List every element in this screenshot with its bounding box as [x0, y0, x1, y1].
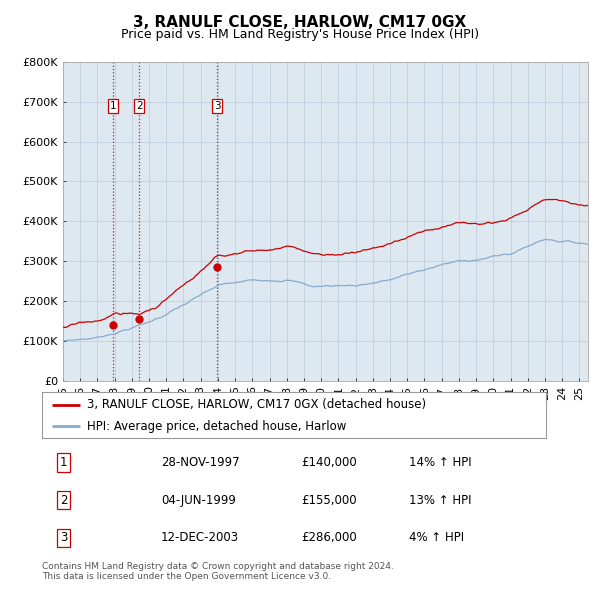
Text: HPI: Average price, detached house, Harlow: HPI: Average price, detached house, Harl…	[88, 419, 347, 433]
Text: 2: 2	[60, 493, 67, 507]
Text: 1: 1	[110, 101, 116, 111]
Text: 28-NOV-1997: 28-NOV-1997	[161, 455, 239, 468]
Text: Price paid vs. HM Land Registry's House Price Index (HPI): Price paid vs. HM Land Registry's House …	[121, 28, 479, 41]
Text: £140,000: £140,000	[301, 455, 357, 468]
Text: 2: 2	[136, 101, 142, 111]
Text: 3: 3	[60, 532, 67, 545]
Text: 3, RANULF CLOSE, HARLOW, CM17 0GX: 3, RANULF CLOSE, HARLOW, CM17 0GX	[133, 15, 467, 30]
Text: 4% ↑ HPI: 4% ↑ HPI	[409, 532, 464, 545]
Text: £286,000: £286,000	[301, 532, 357, 545]
Text: Contains HM Land Registry data © Crown copyright and database right 2024.
This d: Contains HM Land Registry data © Crown c…	[42, 562, 394, 581]
Text: 3, RANULF CLOSE, HARLOW, CM17 0GX (detached house): 3, RANULF CLOSE, HARLOW, CM17 0GX (detac…	[88, 398, 427, 411]
Text: 04-JUN-1999: 04-JUN-1999	[161, 493, 236, 507]
Text: 14% ↑ HPI: 14% ↑ HPI	[409, 455, 472, 468]
Text: 13% ↑ HPI: 13% ↑ HPI	[409, 493, 472, 507]
Text: 1: 1	[60, 455, 67, 468]
Text: 3: 3	[214, 101, 220, 111]
Text: £155,000: £155,000	[301, 493, 357, 507]
Text: 12-DEC-2003: 12-DEC-2003	[161, 532, 239, 545]
